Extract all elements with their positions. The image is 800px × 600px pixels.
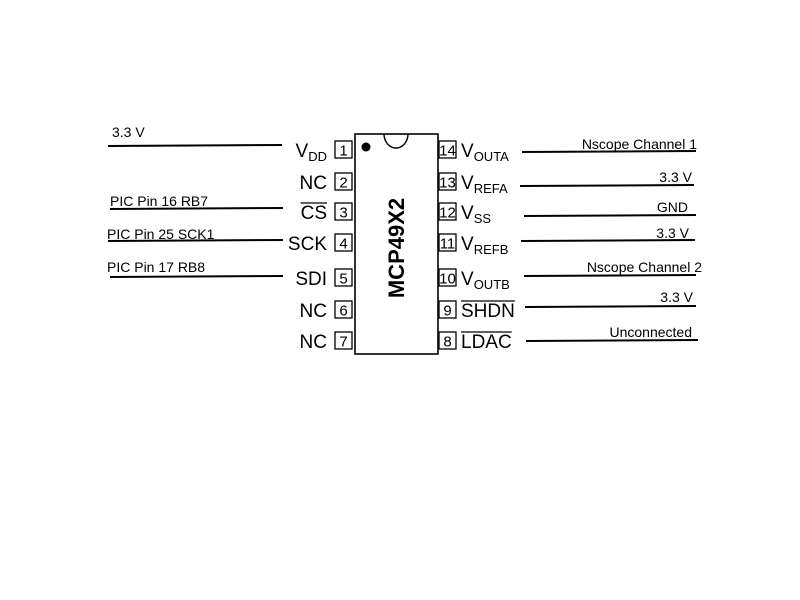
pin-name-5: SDI: [295, 269, 327, 290]
pin-name-13: VREFA: [461, 173, 508, 196]
pin-name-12: VSS: [461, 203, 491, 226]
pin-name-9: SHDN: [461, 301, 515, 322]
pin-name-7: NC: [300, 332, 327, 353]
pin-number-9: 9: [443, 303, 451, 320]
right-connection-group: Nscope Channel 1 3.3 V GND 3.3 V Nscope Chan…: [519, 136, 702, 342]
wire-pin-11: [520, 239, 696, 242]
pin-name-8: LDAC: [461, 332, 512, 353]
connection-label-pin-14: Nscope Channel 1: [582, 136, 697, 152]
chip-body: [354, 133, 439, 355]
pin-name-1: VDD: [296, 141, 327, 164]
wire-pin-8: [525, 339, 699, 342]
pin-box-3: [334, 202, 353, 221]
pin-number-7: 7: [339, 334, 347, 351]
wire-pin-5: [109, 275, 284, 278]
left-connection-group: 3.3 V PIC Pin 16 RB7 PIC Pin 25 SCK1 PIC Pi…: [107, 124, 284, 278]
pin-box-9: [438, 300, 457, 319]
pin-number-2: 2: [339, 175, 347, 192]
wire-pin-9: [524, 305, 697, 308]
connection-label-pin-4: PIC Pin 25 SCK1: [107, 226, 215, 242]
pin-name-2: NC: [300, 173, 327, 194]
wire-pin-12: [523, 214, 697, 217]
pin-number-14: 14: [439, 143, 456, 160]
pin-number-5: 5: [339, 271, 347, 288]
pin-number-10: 10: [439, 271, 456, 288]
pin-box-2: [334, 172, 353, 191]
pin1-dot: [361, 142, 371, 152]
wire-pin-10: [523, 274, 697, 277]
chip-name: MCP49X2: [384, 198, 409, 298]
pin-box-7: [334, 331, 353, 350]
pin-box-1: [334, 140, 353, 159]
pin-number-4: 4: [339, 236, 347, 253]
connection-label-pin-10: Nscope Channel 2: [587, 259, 702, 275]
pin-number-11: 11: [440, 236, 456, 253]
pin-box-6: [334, 300, 353, 319]
pin-name-6: NC: [300, 301, 327, 322]
pin-box-14: [438, 140, 457, 159]
connection-label-pin-8: Unconnected: [609, 324, 692, 340]
wire-pin-3: [109, 207, 284, 210]
pin-box-5: [334, 268, 353, 287]
pin-box-11: [438, 233, 457, 252]
pin-number-6: 6: [339, 303, 347, 320]
pin-box-8: [438, 331, 457, 350]
wire-pin-4: [107, 239, 284, 242]
chip-notch: [383, 133, 409, 149]
pin-number-12: 12: [439, 205, 456, 222]
pin-number-13: 13: [439, 175, 456, 192]
pin-box-4: [334, 233, 353, 252]
pin-name-3: CS: [301, 203, 327, 224]
connection-label-pin-9: 3.3 V: [660, 289, 693, 305]
connection-label-pin-5: PIC Pin 17 RB8: [107, 259, 205, 275]
connection-label-pin-11: 3.3 V: [656, 225, 689, 241]
pin-name-14: VOUTA: [461, 141, 509, 164]
connection-label-pin-1: 3.3 V: [112, 124, 145, 140]
connection-label-pin-3: PIC Pin 16 RB7: [110, 193, 208, 209]
pin-number-8: 8: [443, 334, 451, 351]
connection-label-pin-12: GND: [657, 199, 688, 215]
right-pin-group: 14 VOUTA 13 VREFA 12 VSS 11 VREFB 10 VOUTB 9 SHDN 8 L…: [438, 140, 515, 353]
pin-box-13: [438, 172, 457, 191]
wire-pin-13: [519, 184, 695, 187]
pin-number-3: 3: [339, 205, 347, 222]
pin-number-1: 1: [339, 143, 347, 160]
wire-pin-14: [521, 150, 697, 153]
pin-name-4: SCK: [288, 234, 327, 255]
wire-pin-1: [107, 144, 283, 147]
pin-name-11: VREFB: [461, 234, 508, 257]
pin-name-10: VOUTB: [461, 269, 510, 292]
pin-box-10: [438, 268, 457, 287]
connection-label-pin-13: 3.3 V: [659, 169, 692, 185]
pin-box-12: [438, 202, 457, 221]
left-pin-group: 1 VDD 2 NC 3 CS 4 SCK 5 SDI 6 NC 7 NC: [288, 140, 353, 353]
